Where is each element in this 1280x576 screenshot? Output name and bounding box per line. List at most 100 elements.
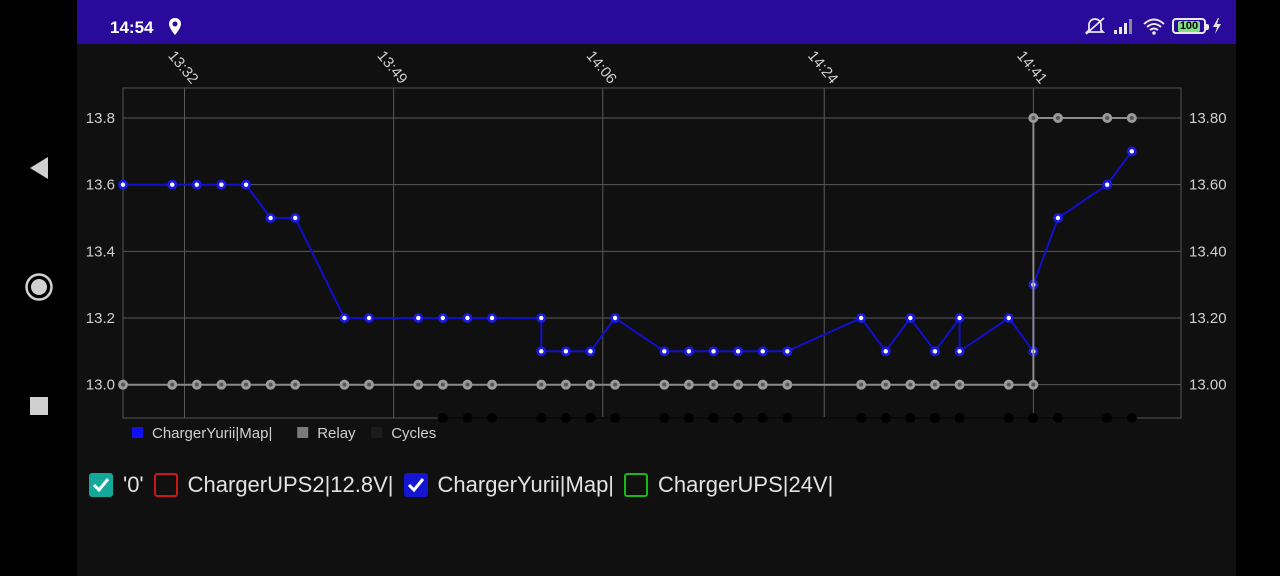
checkbox-zero[interactable] — [89, 473, 113, 497]
x-tick-label: 14:41 — [1013, 48, 1050, 88]
data-point-center — [1006, 315, 1011, 321]
data-point-center — [244, 382, 249, 387]
data-point-center — [883, 349, 888, 354]
data-point-center — [293, 215, 298, 221]
data-point-center — [612, 315, 618, 321]
data-point-center — [416, 382, 421, 387]
data-point-center — [760, 349, 765, 354]
navigation-bar — [0, 0, 77, 576]
data-point — [782, 413, 793, 423]
data-point-center — [883, 382, 888, 387]
x-tick-label: 13:32 — [164, 48, 201, 88]
y-tick-right: 13.40 — [1189, 243, 1227, 260]
right-edge — [1236, 0, 1280, 576]
data-point-center — [293, 382, 298, 387]
data-point-center — [858, 315, 864, 321]
legend-swatch — [371, 427, 383, 438]
legend-label: ChargerYurii|Map| — [152, 425, 272, 442]
data-point-center — [440, 382, 445, 387]
data-point-center — [120, 182, 126, 187]
check-icon — [92, 478, 110, 493]
data-point-center — [366, 315, 372, 321]
toggle-chargerups[interactable]: ChargerUPS|24V| — [624, 472, 833, 498]
data-point — [1028, 413, 1039, 423]
recents-icon — [30, 397, 48, 415]
data-point-center — [1055, 215, 1061, 221]
data-point-center — [194, 382, 199, 387]
data-point-center — [908, 382, 913, 387]
data-point-center — [760, 382, 765, 387]
y-tick-left: 13.4 — [86, 243, 115, 260]
data-point-center — [588, 349, 593, 354]
data-point-center — [539, 382, 544, 387]
toggle-label-zero: '0' — [123, 472, 144, 497]
data-point-center — [711, 349, 716, 354]
data-point-center — [785, 349, 790, 354]
toggle-chargeryurii[interactable]: ChargerYurii|Map| — [403, 472, 615, 498]
back-icon — [30, 157, 48, 179]
data-point-center — [1104, 182, 1110, 187]
data-point — [757, 413, 768, 423]
x-tick-label: 14:24 — [804, 48, 841, 88]
home-icon — [25, 273, 53, 301]
data-point — [708, 413, 719, 423]
data-point — [880, 413, 891, 423]
data-point — [462, 413, 473, 423]
series-toggles: '0' ChargerUPS2|12.8V| ChargerYurii|Map|… — [89, 472, 843, 498]
checkbox-chargeryurii[interactable] — [403, 473, 428, 497]
data-point-center — [440, 315, 446, 321]
toggle-label-chargerups2: ChargerUPS2|12.8V| — [187, 472, 394, 497]
y-tick-right: 13.60 — [1189, 177, 1227, 194]
data-point-center — [219, 182, 224, 187]
data-point-center — [170, 182, 175, 187]
home-button[interactable] — [20, 268, 58, 306]
data-point-center — [465, 382, 470, 387]
data-point-center — [1031, 382, 1036, 387]
charging-icon — [1213, 18, 1221, 34]
back-button[interactable] — [20, 149, 58, 187]
series-line-1 — [123, 117, 1132, 386]
data-point-center — [735, 349, 741, 354]
data-point — [929, 413, 940, 423]
recents-button[interactable] — [20, 387, 58, 425]
y-tick-right: 13.80 — [1189, 110, 1227, 127]
data-point-center — [588, 382, 593, 387]
data-point-center — [563, 382, 568, 387]
data-point-center — [957, 315, 962, 321]
notifications-muted-icon — [1084, 17, 1106, 35]
data-point — [585, 413, 596, 423]
data-point — [1102, 413, 1113, 423]
data-point — [683, 413, 694, 423]
checkbox-chargerups[interactable] — [624, 473, 649, 497]
data-point — [610, 413, 621, 423]
y-tick-left: 13.8 — [86, 110, 115, 127]
data-point-center — [342, 382, 347, 387]
wifi-icon — [1143, 18, 1165, 35]
data-point-center — [367, 382, 372, 387]
toggle-label-chargeryurii: ChargerYurii|Map| — [437, 472, 615, 497]
legend-swatch — [297, 427, 309, 438]
data-point — [1003, 413, 1014, 423]
data-point-center — [268, 215, 273, 221]
data-point-center — [194, 182, 200, 187]
checkbox-chargerups2[interactable] — [153, 473, 178, 497]
x-tick-label: 13:49 — [374, 48, 411, 88]
data-point-center — [539, 349, 544, 354]
app-window: 14:54 100 — [77, 0, 1236, 576]
data-point-center — [957, 349, 962, 354]
data-point-center — [268, 382, 273, 387]
data-point — [1052, 413, 1063, 423]
data-point — [733, 413, 744, 423]
y-tick-left: 13.2 — [86, 310, 115, 327]
data-point — [560, 413, 571, 423]
toggle-chargerups2[interactable]: ChargerUPS2|12.8V| — [153, 472, 394, 498]
toggle-zero[interactable]: '0' — [89, 472, 144, 498]
data-point — [954, 413, 965, 423]
data-point-center — [219, 382, 224, 387]
data-point-center — [711, 382, 716, 387]
data-point — [437, 413, 448, 423]
data-point — [856, 413, 867, 423]
data-point-center — [170, 382, 175, 387]
data-point-center — [243, 182, 249, 187]
y-tick-left: 13.6 — [86, 177, 115, 194]
